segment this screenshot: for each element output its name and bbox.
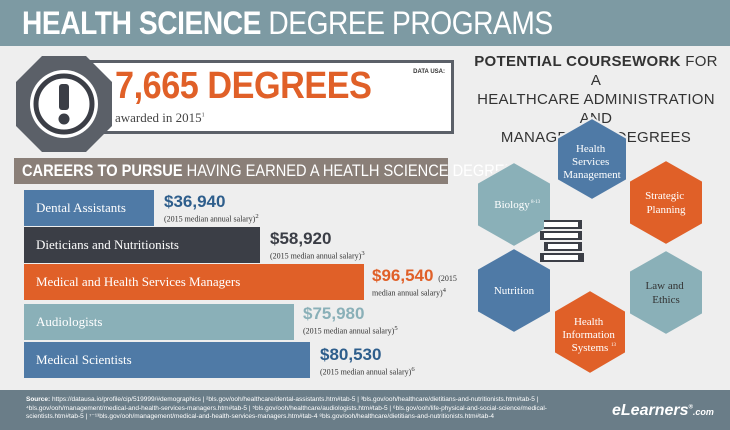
career-bar-dental: Dental Assistants: [24, 190, 154, 226]
elearners-logo[interactable]: eLearners®.com: [612, 402, 714, 419]
career-salary-dieticians: $58,920 (2015 median annual salary)3: [270, 229, 365, 261]
hex-health-services-management: Health Services Management: [556, 116, 628, 202]
svg-text:13: 13: [611, 343, 617, 348]
careers-heading-bar: CAREERS TO PURSUE HAVING EARNED A HEATLH…: [14, 158, 514, 184]
career-salary-audiologists: $75,980 (2015 median annual salary)5: [303, 304, 398, 336]
career-bar-scientists: Medical Scientists: [24, 342, 310, 378]
svg-text:Health Information: Health Information Systems: [562, 316, 617, 354]
hex-biology: Biology 8-13: [476, 160, 552, 249]
title-bar: HEALTH SCIENCE DEGREE PROGRAMS: [0, 0, 730, 46]
svg-text:8-13: 8-13: [531, 200, 541, 205]
hex-strategic-planning: Strategic Planning: [628, 158, 704, 247]
exclamation-icon: [16, 56, 112, 152]
careers-heading: CAREERS TO PURSUE HAVING EARNED A HEATLH…: [22, 161, 515, 180]
svg-text:Health Services Ma: Health Services Management: [563, 143, 620, 181]
svg-text:Strategic Planning: Strategic Planning: [645, 190, 687, 216]
career-salary-scientists: $80,530 (2015 median annual salary)6: [320, 345, 415, 377]
books-icon: [540, 220, 584, 262]
hex-law-and-ethics: Law and Ethics: [628, 248, 704, 337]
svg-text:Nutrition: Nutrition: [494, 285, 535, 297]
career-bar-dieticians: Dieticians and Nutritionists: [24, 227, 260, 263]
career-bar-audiologists: Audiologists: [24, 304, 294, 340]
degrees-stat-box: 7,665 DEGREES awarded in 20151 DATA USA:: [84, 60, 454, 134]
degrees-awarded-text: awarded in 20151: [115, 110, 205, 125]
degrees-count: 7,665 DEGREES: [115, 65, 372, 107]
footer: Source: https://datausa.io/profile/cip/5…: [0, 390, 730, 430]
hex-nutrition: Nutrition: [476, 246, 552, 335]
svg-text:Law and Ethics: Law and Ethics: [646, 280, 687, 306]
footer-sources: Source: https://datausa.io/profile/cip/5…: [26, 396, 547, 420]
career-salary-dental: $36,940 (2015 median annual salary)2: [164, 192, 259, 224]
svg-text:Biology: Biology: [494, 199, 530, 211]
data-source-label: DATA USA:: [413, 69, 445, 75]
coursework-hexagons: Health Services Management Strategic Pla…: [476, 116, 704, 376]
hex-health-information-systems: Health Information Systems 13: [553, 288, 627, 376]
career-bar-managers: Medical and Health Services Managers: [24, 264, 364, 300]
page-title: HEALTH SCIENCE DEGREE PROGRAMS: [22, 5, 553, 41]
career-salary-managers: $96,540 (2015 median annual salary)4: [372, 266, 457, 298]
